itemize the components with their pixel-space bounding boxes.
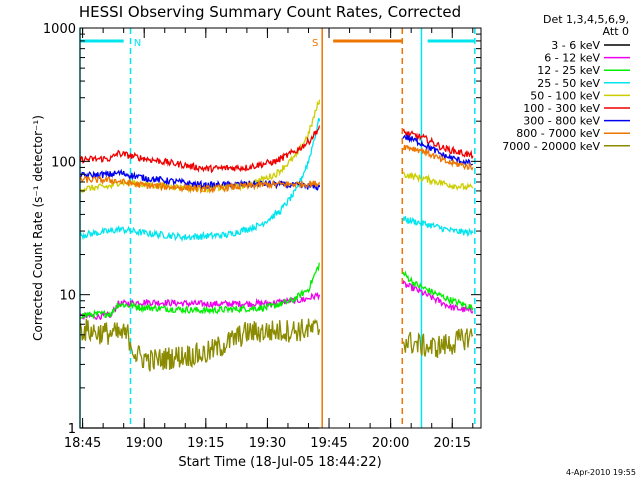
series-line <box>79 175 321 195</box>
y-tick-label: 10 <box>59 289 76 304</box>
x-tick-label: 18:45 <box>64 436 101 451</box>
legend-label: 6 - 12 keV <box>544 52 600 65</box>
y-tick-label: 1000 <box>43 22 76 37</box>
count-rate-series <box>79 99 474 429</box>
series-line <box>402 144 474 171</box>
x-axis: 18:45 19:00 19:15 19:30 19:45 20:00 20:15 <box>64 28 474 451</box>
legend-label: 300 - 800 keV <box>523 115 600 128</box>
x-tick-label: 19:45 <box>310 436 347 451</box>
x-tick-label: 20:15 <box>434 436 471 451</box>
legend-label: 25 - 50 keV <box>537 77 600 90</box>
y-tick-label: 1 <box>68 422 76 437</box>
series-line <box>79 318 321 372</box>
series-line <box>402 216 474 238</box>
x-tick-label: 19:00 <box>125 436 162 451</box>
chart-title: HESSI Observing Summary Count Rates, Cor… <box>79 3 461 21</box>
legend-label: 100 - 300 keV <box>523 102 600 115</box>
legend-header: Att 0 <box>603 25 629 38</box>
flag-label: N <box>134 38 141 49</box>
series-line <box>79 117 321 243</box>
series-line <box>402 270 474 311</box>
series-line <box>79 99 321 194</box>
legend-label: 800 - 7000 keV <box>516 127 600 140</box>
x-axis-label: Start Time (18-Jul-05 18:44:22) <box>178 455 381 470</box>
series-line <box>402 279 474 315</box>
series-line <box>402 328 474 358</box>
flag-label: S <box>312 38 318 49</box>
series-line <box>402 134 473 168</box>
legend-label: 12 - 25 keV <box>537 64 600 77</box>
series-line <box>80 261 320 320</box>
series-line <box>402 171 474 192</box>
y-axis: 1 10 100 1000 <box>43 22 481 437</box>
series-line <box>79 124 321 174</box>
x-tick-label: 20:00 <box>372 436 409 451</box>
y-tick-label: 100 <box>51 155 76 170</box>
legend-label: 50 - 100 keV <box>530 89 600 102</box>
plot-frame <box>79 27 482 429</box>
y-axis-label: Corrected Count Rate (s⁻¹ detector⁻¹) <box>31 115 45 341</box>
footer-date: 4-Apr-2010 19:55 <box>566 468 636 477</box>
series-line <box>402 128 474 159</box>
legend-label: 7000 - 20000 keV <box>502 140 600 153</box>
legend-label: 3 - 6 keV <box>551 39 600 52</box>
legend-header: Det 1,3,4,5,6,9, <box>543 13 629 26</box>
x-tick-label: 19:15 <box>187 436 224 451</box>
x-tick-label: 19:30 <box>249 436 286 451</box>
